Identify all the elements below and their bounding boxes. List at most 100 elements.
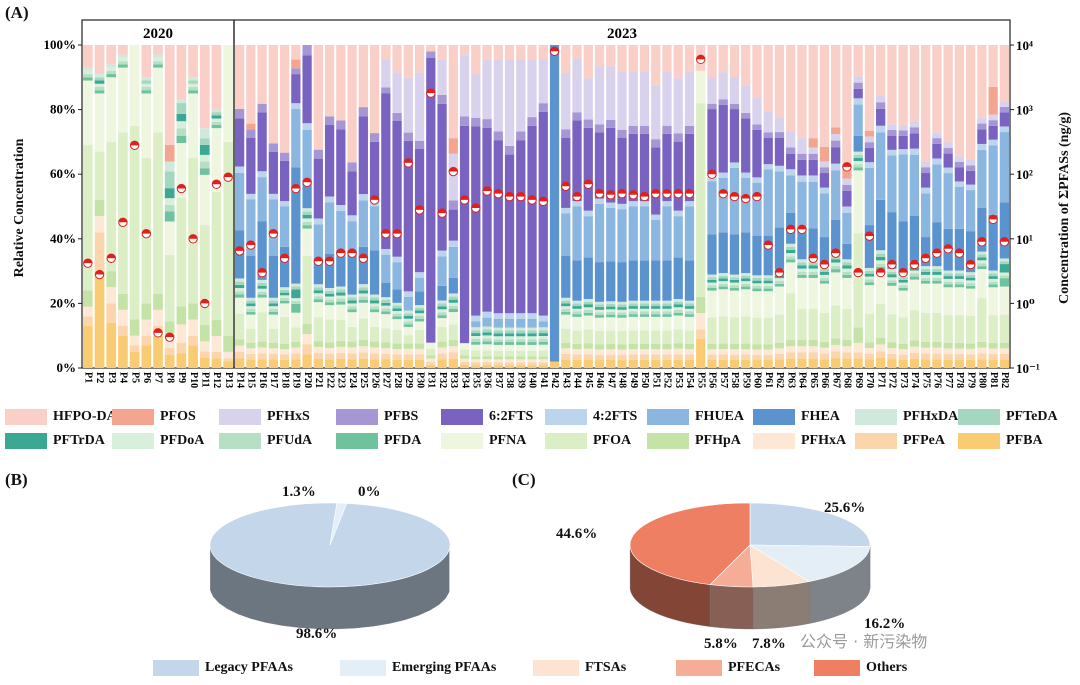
pie-c-label-legacy: 25.6% <box>824 500 866 516</box>
bar-segment <box>606 207 616 262</box>
bar-segment <box>176 324 187 343</box>
bar-segment <box>707 103 717 110</box>
bar-segment <box>988 120 998 126</box>
bar-segment <box>831 344 841 352</box>
bar-segment <box>954 273 965 277</box>
total-concentration-marker <box>639 191 650 202</box>
category-tick-label: P59 <box>740 372 751 388</box>
bar-segment <box>493 333 503 337</box>
legend-swatch <box>112 433 154 449</box>
bar-segment <box>358 302 368 319</box>
bar-segment <box>651 311 661 315</box>
bar-segment <box>493 59 503 132</box>
bar-segment <box>118 67 128 133</box>
category-tick-label: P22 <box>324 372 335 388</box>
bar-segment <box>594 124 605 133</box>
pie-side-pfecas <box>709 584 754 630</box>
bar-segment <box>561 342 571 349</box>
bar-segment <box>302 221 312 226</box>
bar-segment <box>583 310 593 313</box>
bar-segment <box>572 349 582 355</box>
bar-segment <box>617 203 627 210</box>
bar-segment <box>898 354 908 360</box>
total-concentration-marker <box>414 205 425 215</box>
bar-segment <box>741 45 751 86</box>
bar-segment <box>392 72 402 113</box>
bar-segment <box>583 210 593 217</box>
bar-segment <box>763 280 773 284</box>
bar-segment <box>909 276 920 280</box>
bar-segment <box>684 314 695 317</box>
bar-segment <box>153 64 163 68</box>
legend-item-pfpea: PFPeA <box>855 432 945 450</box>
bar-segment <box>482 335 492 339</box>
bar-segment <box>211 192 222 321</box>
bar-segment <box>999 275 1009 279</box>
bar-segment <box>268 311 278 315</box>
bar-segment <box>729 343 740 350</box>
y-left-tick-label: 0% <box>57 360 77 375</box>
bar-segment <box>628 133 638 202</box>
bar-segment <box>164 211 175 222</box>
legend-label: PFTrDA <box>53 433 105 448</box>
bar-segment <box>673 78 683 134</box>
bar-segment <box>223 141 233 336</box>
bar-segment <box>718 72 728 100</box>
bar-segment <box>561 348 571 354</box>
bar-segment <box>673 354 683 360</box>
bar-segment <box>369 250 380 295</box>
bar-segment <box>235 291 245 295</box>
bar-segment <box>504 330 515 334</box>
pie-legend-swatch <box>533 660 579 676</box>
bar-segment <box>257 112 267 172</box>
bar-segment <box>797 259 807 263</box>
pie-slice-others <box>629 502 751 585</box>
bar-segment <box>651 303 661 307</box>
bar-segment <box>887 45 897 125</box>
bar-segment <box>437 59 447 95</box>
bar-segment <box>313 347 323 354</box>
bar-segment <box>741 273 751 276</box>
bar-segment <box>426 358 436 362</box>
bar-segment <box>403 326 413 336</box>
bar-segment <box>381 308 391 312</box>
bar-segment <box>932 45 942 133</box>
bar-segment <box>831 338 841 345</box>
category-tick-label: P52 <box>662 372 673 388</box>
total-concentration-marker <box>188 234 198 244</box>
bar-segment <box>864 276 875 280</box>
bar-segment <box>673 315 683 330</box>
bar-segment <box>106 70 117 75</box>
bar-segment <box>977 298 987 342</box>
bar-segment <box>876 263 886 268</box>
bar-segment <box>853 76 863 83</box>
bar-segment <box>741 316 751 344</box>
bar-segment <box>347 300 357 304</box>
bar-segment <box>808 45 818 139</box>
bar-segment <box>786 153 796 170</box>
bar-segment <box>471 321 481 328</box>
bar-segment <box>482 365 492 368</box>
legend-label: 6:2FTS <box>489 409 534 424</box>
total-concentration-marker <box>729 191 740 202</box>
bar-segment <box>999 286 1009 315</box>
bar-segment <box>257 288 267 292</box>
bar-segment <box>909 45 920 122</box>
bar-segment <box>819 173 830 188</box>
bar-segment <box>774 132 785 138</box>
bar-segment <box>153 45 163 55</box>
bar-segment <box>106 77 117 142</box>
bar-segment <box>819 271 830 275</box>
bar-segment <box>268 297 278 301</box>
bar-segment <box>188 45 198 78</box>
bar-segment <box>211 358 222 368</box>
bar-segment <box>302 215 312 219</box>
bar-segment <box>921 193 931 238</box>
category-tick-label: P38 <box>504 372 515 388</box>
bar-segment <box>347 359 357 368</box>
bar-segment <box>729 279 740 283</box>
category-tick-label: P20 <box>302 372 313 388</box>
bar-segment <box>561 303 571 307</box>
bar-segment <box>403 321 413 325</box>
legend-swatch <box>5 433 47 449</box>
